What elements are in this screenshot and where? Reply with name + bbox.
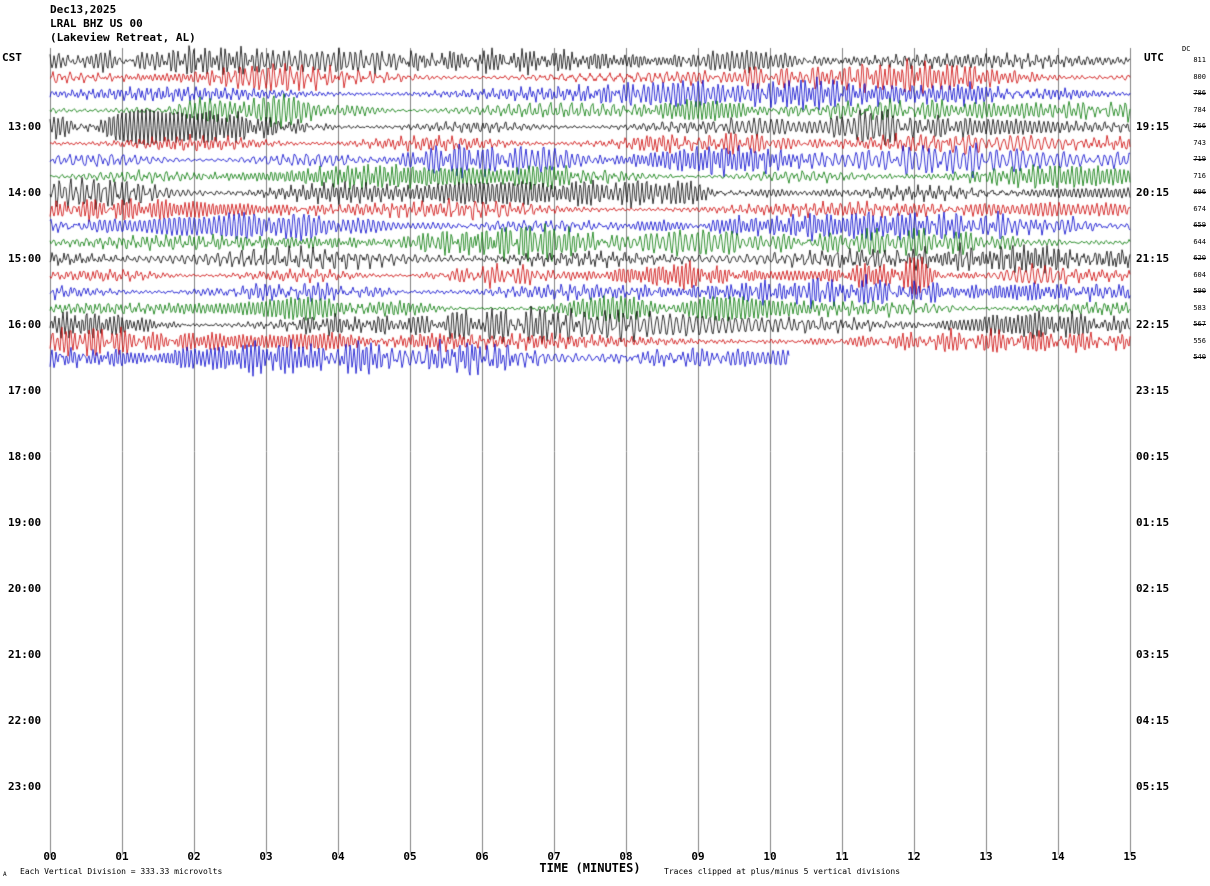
left-time-label: 22:00: [8, 714, 42, 727]
dc-value: 786: [1193, 89, 1206, 97]
x-tick-label: 07: [547, 850, 561, 863]
left-time-label: 21:00: [8, 648, 42, 661]
title-date: Dec13,2025: [50, 3, 117, 16]
title-station: LRAL BHZ US 00: [50, 17, 143, 30]
x-tick-label: 02: [187, 850, 201, 863]
left-time-label: 20:00: [8, 582, 42, 595]
right-time-label: 21:15: [1136, 252, 1170, 265]
x-tick-label: 14: [1051, 850, 1065, 863]
x-tick-label: 04: [331, 850, 345, 863]
left-time-label: 14:00: [8, 186, 42, 199]
x-tick-label: 13: [979, 850, 993, 863]
left-time-label: 13:00: [8, 120, 42, 133]
dc-value: 590: [1193, 287, 1206, 295]
left-time-label: 17:00: [8, 384, 42, 397]
dc-value: 766: [1193, 122, 1206, 130]
right-time-label: 22:15: [1136, 318, 1170, 331]
x-tick-label: 00: [43, 850, 57, 863]
dc-value: 719: [1193, 155, 1206, 163]
dc-value: 659: [1193, 221, 1206, 229]
dc-value: 604: [1193, 270, 1206, 279]
x-tick-label: 01: [115, 850, 129, 863]
left-time-label: 23:00: [8, 780, 42, 793]
title-location: (Lakeview Retreat, AL): [50, 31, 196, 44]
dc-value: 620: [1193, 254, 1206, 262]
plot-title: Dec13,2025 LRAL BHZ US 00 (Lakeview Retr…: [50, 3, 196, 45]
x-tick-label: 11: [835, 850, 849, 863]
left-time-label: 16:00: [8, 318, 42, 331]
right-time-label: 19:15: [1136, 120, 1170, 133]
left-time-label: 19:00: [8, 516, 42, 529]
x-tick-label: 10: [763, 850, 777, 863]
x-tick-label: 05: [403, 850, 417, 863]
footer-clip-note: Traces clipped at plus/minus 5 vertical …: [664, 867, 901, 876]
x-tick-label: 12: [907, 850, 921, 863]
right-time-label: 01:15: [1136, 516, 1170, 529]
left-axis-header: CST: [2, 51, 22, 64]
dc-value: 556: [1193, 336, 1206, 345]
x-tick-label: 06: [475, 850, 489, 863]
x-tick-label: 09: [691, 850, 705, 863]
dc-value: 743: [1193, 138, 1206, 147]
left-time-label: 15:00: [8, 252, 42, 265]
corner-glyph: A: [3, 871, 7, 878]
dc-value: 644: [1193, 237, 1206, 246]
x-axis-title: TIME (MINUTES): [539, 861, 641, 875]
x-tick-label: 15: [1123, 850, 1137, 863]
dc-value: 784: [1193, 105, 1206, 114]
dc-value: 716: [1193, 171, 1206, 180]
right-time-label: 20:15: [1136, 186, 1170, 199]
x-tick-label: 08: [619, 850, 633, 863]
footer-scale-note: Each Vertical Division = 333.33 microvol…: [20, 867, 223, 876]
dc-value: 583: [1193, 303, 1206, 312]
dc-value: 567: [1193, 320, 1206, 328]
right-time-label: 00:15: [1136, 450, 1170, 463]
x-tick-label: 03: [259, 850, 273, 863]
right-time-label: 23:15: [1136, 384, 1170, 397]
right-time-label: 04:15: [1136, 714, 1170, 727]
dc-column-header: DC: [1182, 45, 1191, 53]
right-time-label: 05:15: [1136, 780, 1170, 793]
right-time-label: 03:15: [1136, 648, 1170, 661]
dc-value: 674: [1193, 204, 1206, 213]
right-axis-header: UTC: [1144, 51, 1164, 64]
left-time-label: 18:00: [8, 450, 42, 463]
dc-value: 811: [1193, 56, 1206, 64]
dc-value: 800: [1193, 72, 1206, 81]
dc-value: 540: [1193, 353, 1206, 361]
right-time-label: 02:15: [1136, 582, 1170, 595]
dc-value: 696: [1193, 188, 1206, 196]
